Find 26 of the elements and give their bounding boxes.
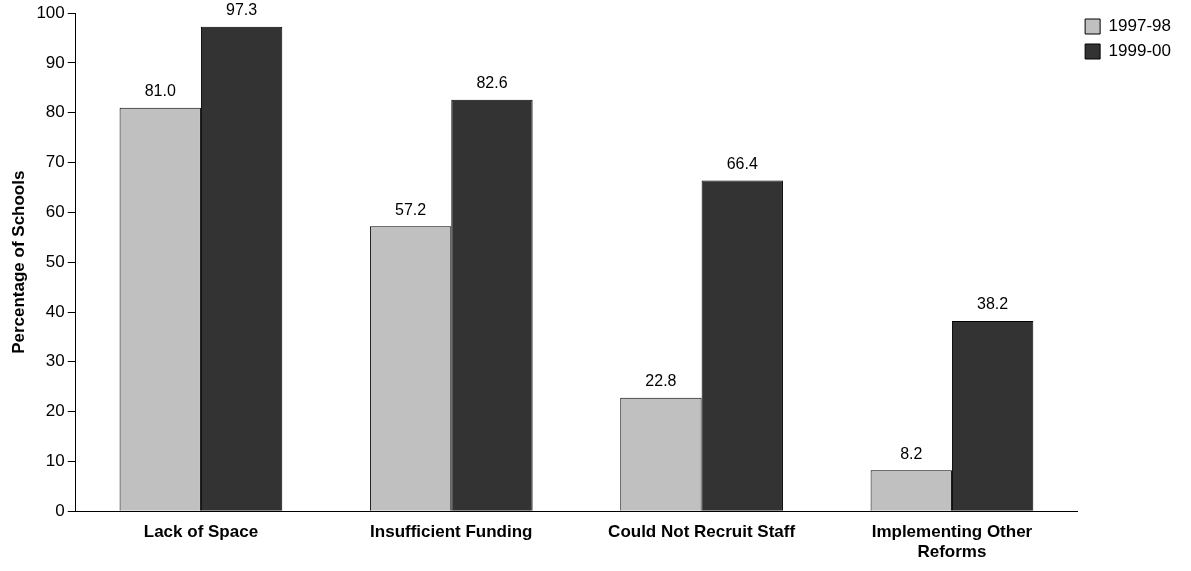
x-tick-label: Insufficient Funding <box>370 522 533 542</box>
y-tick-label: 70 <box>45 152 65 172</box>
y-tick-label: 20 <box>45 401 65 421</box>
x-tick-label: Lack of Space <box>143 522 259 542</box>
data-label: 38.2 <box>977 295 1009 313</box>
y-tick-label: 60 <box>45 202 65 222</box>
x-tick-label: Could Not Recruit Staff <box>608 522 796 542</box>
y-tick-label: 90 <box>45 52 65 72</box>
legend-label: 1999-00 <box>1108 41 1171 61</box>
y-axis-title: Percentage of Schools <box>8 170 28 354</box>
y-tick-label: 10 <box>45 451 65 471</box>
data-label: 66.4 <box>726 154 758 172</box>
data-label: 57.2 <box>395 200 427 218</box>
data-label: 22.8 <box>645 372 677 390</box>
y-tick-label: 50 <box>45 251 65 271</box>
y-tick-label: 80 <box>45 102 65 122</box>
x-tick-label: Implementing Other Reforms <box>871 522 1033 562</box>
y-tick-label: 30 <box>45 351 65 371</box>
data-label: 81.0 <box>144 82 176 100</box>
legend-label: 1997-98 <box>1108 16 1171 36</box>
y-tick-label: 0 <box>55 500 65 520</box>
data-label: 82.6 <box>476 74 508 92</box>
y-tick-label: 40 <box>45 301 65 321</box>
data-label: 8.2 <box>900 444 923 462</box>
data-label: 97.3 <box>226 1 258 19</box>
y-tick-label: 100 <box>36 2 65 22</box>
